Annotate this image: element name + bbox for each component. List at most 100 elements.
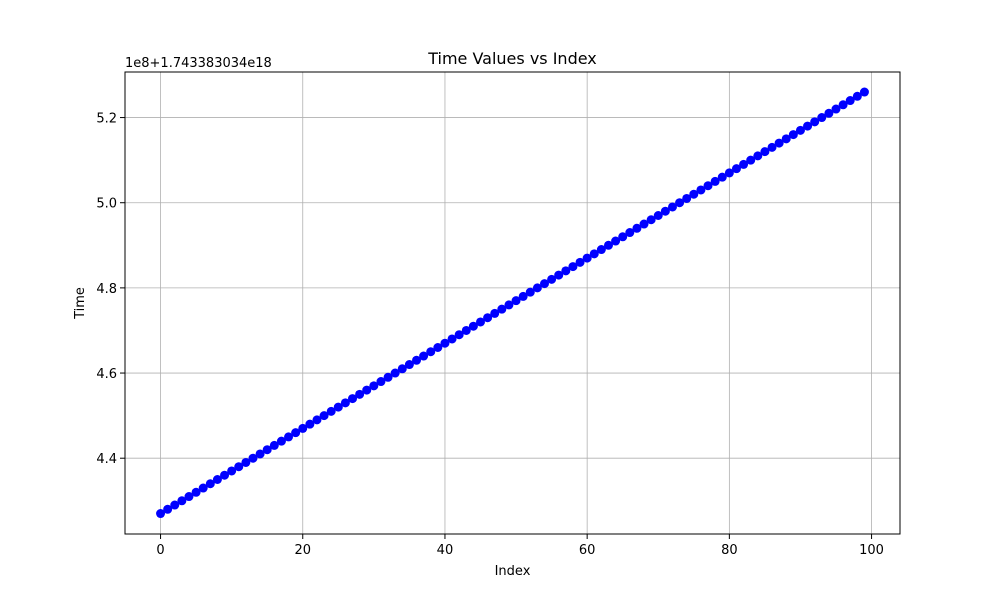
data-point: [319, 411, 329, 421]
data-point: [746, 155, 756, 165]
x-tick-label: 60: [579, 543, 596, 558]
y-axis-offset-label: 1e8+1.743383034e18: [125, 56, 272, 71]
data-point: [511, 296, 521, 306]
data-point: [476, 317, 485, 327]
data-point: [554, 270, 564, 280]
data-point: [632, 223, 642, 233]
data-point: [582, 253, 592, 263]
x-tick-label: 40: [437, 543, 454, 558]
data-point: [212, 475, 222, 484]
data-point: [461, 325, 471, 335]
data-point: [739, 159, 749, 169]
data-point: [220, 470, 230, 480]
data-point: [660, 206, 670, 216]
data-point: [440, 338, 450, 348]
data-point: [312, 415, 322, 425]
data-point: [653, 211, 663, 220]
data-point: [362, 385, 372, 395]
data-point: [788, 130, 798, 140]
data-point: [717, 172, 727, 182]
data-point: [611, 236, 621, 246]
x-tick-label: 0: [156, 543, 164, 558]
series-layer: [156, 87, 869, 519]
data-point: [454, 330, 464, 340]
data-point: [348, 394, 358, 404]
data-point: [262, 445, 272, 455]
data-point: [532, 283, 542, 293]
data-point: [390, 368, 400, 378]
data-point: [689, 189, 699, 199]
data-point: [163, 504, 173, 514]
data-point: [177, 496, 187, 506]
data-point: [397, 364, 407, 374]
data-point: [340, 398, 350, 408]
data-point: [333, 402, 343, 412]
ticks: 0 20 40 60 80 100 4.4 4.6 4.8 5.0 5.2: [96, 112, 884, 558]
data-point: [675, 198, 685, 208]
x-tick-label: 100: [859, 543, 884, 558]
data-point: [795, 125, 805, 135]
data-point: [284, 432, 294, 442]
data-point: [589, 249, 599, 259]
data-point: [810, 117, 820, 127]
data-point: [383, 372, 393, 382]
data-point: [255, 449, 265, 459]
data-point: [817, 113, 827, 123]
data-point: [845, 96, 855, 106]
data-point: [618, 232, 628, 242]
axes-frame: [124, 71, 901, 535]
data-point: [355, 389, 365, 399]
data-point: [191, 487, 201, 497]
data-point: [376, 377, 386, 387]
x-axis-label: Index: [495, 564, 531, 579]
data-point: [305, 419, 315, 429]
data-point: [369, 381, 379, 391]
data-point: [575, 257, 585, 267]
data-point: [447, 334, 457, 344]
data-point: [276, 436, 286, 446]
data-point: [404, 360, 414, 370]
data-point: [696, 185, 706, 195]
data-point: [468, 321, 478, 331]
data-point: [184, 492, 194, 502]
data-point: [824, 108, 834, 118]
data-point: [724, 168, 734, 178]
data-point: [781, 134, 791, 144]
data-point: [646, 215, 656, 225]
data-point: [568, 262, 578, 272]
chart-title: Time Values vs Index: [427, 49, 597, 68]
data-point: [852, 91, 862, 101]
x-tick-label: 80: [721, 543, 738, 558]
data-point: [710, 176, 720, 186]
data-point: [703, 181, 713, 191]
data-point: [838, 100, 848, 110]
data-point: [198, 483, 208, 493]
y-tick-label: 4.8: [96, 282, 117, 297]
data-point: [426, 347, 436, 357]
data-point: [497, 304, 507, 314]
y-tick-label: 5.0: [96, 197, 117, 212]
data-point: [667, 202, 677, 212]
y-tick-label: 4.4: [96, 452, 117, 467]
data-point: [760, 147, 770, 157]
data-point: [412, 355, 422, 365]
data-point: [291, 428, 301, 438]
y-tick-label: 4.6: [96, 367, 117, 382]
data-point: [504, 300, 514, 310]
data-point: [639, 219, 649, 229]
data-point: [803, 121, 813, 131]
data-point: [298, 423, 308, 433]
data-point: [227, 466, 237, 476]
data-point: [248, 453, 258, 463]
data-point: [547, 274, 557, 284]
data-point: [433, 343, 443, 352]
data-point: [596, 245, 606, 255]
data-point: [731, 164, 741, 174]
data-point: [205, 479, 215, 489]
data-point: [269, 440, 279, 450]
x-tick-label: 20: [294, 543, 311, 558]
data-point: [326, 406, 336, 416]
data-point: [518, 291, 528, 301]
